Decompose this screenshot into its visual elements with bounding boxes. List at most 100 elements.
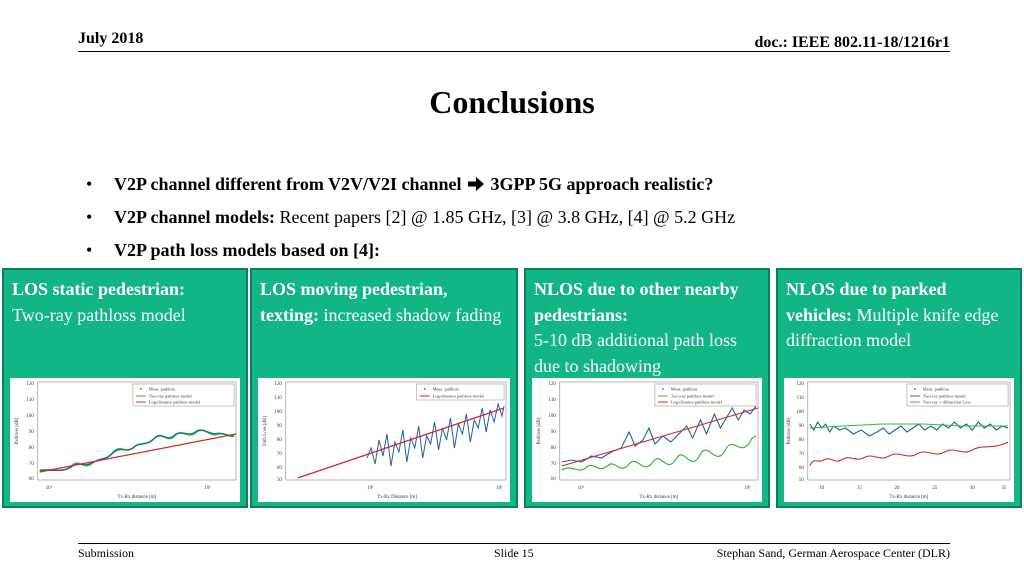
legend-entry: Log-distance pathloss model: [149, 399, 201, 404]
two-ray-model-line: [39, 429, 235, 472]
y-tick-label: 110: [549, 398, 557, 403]
log-distance-model-line: [561, 407, 759, 467]
y-tick-label: 60: [551, 477, 556, 482]
bullet-list: • V2P channel different from V2V/V2I cha…: [86, 170, 735, 269]
bullet-bold-text: 3GPP 5G approach realistic?: [490, 174, 714, 194]
footer-divider: [78, 543, 950, 544]
x-axis-label: Tx-Rx Distance [m]: [377, 495, 417, 500]
panel-description: 5-10 dB additional path loss due to shad…: [534, 330, 737, 376]
pathloss-plot: 120 110 100 90 80 70 60 10¹ 10² Tx-Rx di…: [10, 378, 240, 502]
y-tick-label: 90: [799, 424, 804, 429]
y-tick-label: 120: [796, 382, 804, 387]
legend-entry: Log-distance pathloss model: [433, 393, 485, 398]
panel-nlos-vehicles: NLOS due to parked vehicles: Multiple kn…: [776, 268, 1022, 508]
y-tick-labels: 120 110 100 90 80 70 60: [548, 382, 556, 482]
legend-entry: Two-ray + diffraction Loss: [923, 399, 971, 404]
bullet-bold-text: V2P channel models:: [114, 207, 276, 227]
x-tick-label: 10: [819, 486, 824, 491]
y-tick-label: 50: [277, 478, 282, 483]
right-arrow-icon: [468, 177, 485, 191]
legend-marker: [661, 388, 664, 390]
panel-los-static: LOS static pedestrian: Two-ray pathloss …: [2, 268, 248, 508]
y-tick-label: 120: [274, 382, 282, 387]
y-tick-label: 80: [551, 446, 556, 451]
x-tick-label: 10²: [496, 485, 503, 491]
pathloss-plot: 120 110 100 90 80 70 60 50 10 15 20 25 3…: [784, 378, 1014, 502]
plot-legend: [906, 383, 1009, 407]
y-tick-label: 110: [797, 396, 805, 401]
y-tick-label: 50: [799, 478, 804, 483]
y-tick-label: 120: [548, 382, 556, 387]
y-tick-label: 80: [277, 438, 282, 443]
y-tick-labels: 120 110 100 90 80 70 60 50: [796, 382, 804, 483]
x-axis-label: Tx-Rx distance [m]: [640, 495, 679, 500]
x-tick-label: 15: [857, 486, 862, 491]
y-tick-label: 110: [27, 398, 35, 403]
legend-entry: Meas. pathloss: [923, 386, 950, 391]
legend-marker: [913, 388, 916, 390]
y-axis-label: Pathloss [dB]: [537, 417, 542, 444]
plot-axes: [807, 381, 1011, 481]
panel-heading: NLOS due to parked vehicles:: [786, 279, 947, 325]
y-axis-label: Pathloss [dB]: [787, 417, 792, 444]
legend-entry: Two-ray pathloss model: [923, 393, 967, 398]
y-tick-label: 80: [29, 446, 34, 451]
two-ray-model-line: [809, 441, 1009, 467]
bullet-item: • V2P path loss models based on [4]:: [86, 236, 735, 269]
y-tick-labels: 120 110 100 90 80 70 60 50: [274, 382, 282, 483]
x-axis-label: Tx-Rx distance [m]: [890, 495, 929, 500]
y-tick-label: 80: [799, 438, 804, 443]
plot-legend: [132, 383, 235, 407]
panel-los-moving: LOS moving pedestrian, texting: increase…: [250, 268, 518, 508]
y-tick-label: 100: [548, 414, 556, 419]
bullet-marker: •: [86, 174, 93, 194]
y-tick-labels: 120 110 100 90 80 70 60: [26, 382, 34, 482]
x-tick-label: 35: [1002, 486, 1007, 491]
y-tick-label: 110: [275, 396, 283, 401]
plot-axes: [37, 381, 237, 481]
diffraction-model-line: [809, 423, 1009, 429]
x-axis-label: Tx-Rx distance [m]: [118, 495, 157, 500]
y-tick-label: 90: [551, 430, 556, 435]
y-axis-label: Pathloss [dB]: [15, 417, 20, 444]
header-doc-id: doc.: IEEE 802.11-18/1216r1: [754, 34, 950, 51]
two-ray-model-line: [561, 435, 757, 471]
plot-svg: 120 110 100 90 80 70 60 50 10¹ 10² Tx-Rx…: [263, 381, 507, 500]
log-distance-model-line: [297, 407, 505, 479]
panel-description: increased shadow fading: [318, 304, 502, 325]
panel-heading: NLOS due to other nearby pedestrians:: [534, 279, 739, 325]
y-tick-label: 70: [551, 462, 556, 467]
header-date: July 2018: [78, 30, 144, 47]
plot-legend: [654, 383, 757, 407]
y-tick-label: 60: [799, 466, 804, 471]
legend-entry: Meas. pathloss: [433, 386, 460, 391]
panel-text: LOS static pedestrian: Two-ray pathloss …: [12, 277, 240, 328]
legend-entry: Two-ray pathloss model: [149, 393, 193, 398]
x-tick-label: 10¹: [46, 485, 53, 491]
measured-pathloss-line: [561, 405, 757, 463]
measured-pathloss-line: [366, 402, 505, 467]
y-axis-label: Path Loss [dB]: [263, 416, 268, 446]
pathloss-plot: 120 110 100 90 80 70 60 10¹ 10² Tx-Rx di…: [532, 378, 762, 502]
panel-text: NLOS due to parked vehicles: Multiple kn…: [786, 277, 1014, 354]
y-tick-label: 100: [26, 414, 34, 419]
log-distance-model-line: [39, 433, 237, 473]
bullet-bold-text: V2P path loss models based on [4]:: [114, 240, 381, 260]
y-tick-label: 70: [29, 462, 34, 467]
legend-entry: Two-ray pathloss model: [671, 393, 715, 398]
plot-svg: 120 110 100 90 80 70 60 10¹ 10² Tx-Rx di…: [537, 381, 759, 500]
panel-text: NLOS due to other nearby pedestrians: 5-…: [534, 277, 762, 379]
y-tick-label: 100: [274, 410, 282, 415]
legend-entry: Meas. pathloss: [671, 386, 698, 391]
header-divider: [78, 51, 950, 52]
panel-description: Two-ray pathloss model: [12, 304, 186, 325]
pathloss-plot: 120 110 100 90 80 70 60 50 10¹ 10² Tx-Rx…: [258, 378, 510, 502]
bullet-item: • V2P channel models: Recent papers [2] …: [86, 203, 735, 236]
y-tick-label: 70: [277, 452, 282, 457]
slide-title: Conclusions: [429, 84, 595, 120]
x-tick-label: 30: [970, 486, 975, 491]
x-tick-label: 10¹: [578, 485, 585, 491]
footer-author: Stephan Sand, German Aerospace Center (D…: [716, 546, 950, 560]
plot-legend: [416, 383, 505, 401]
measured-pathloss-line: [809, 420, 1009, 437]
